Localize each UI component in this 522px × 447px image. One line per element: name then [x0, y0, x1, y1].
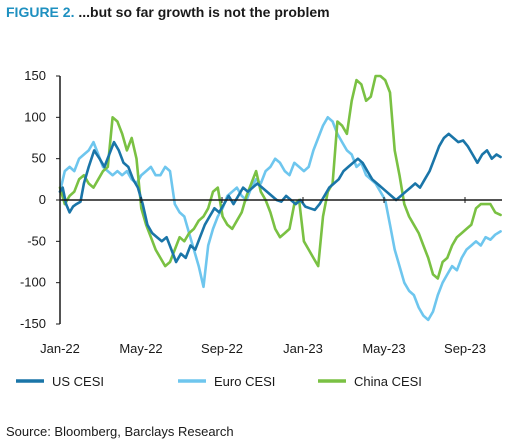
- y-tick-label: -50: [27, 233, 46, 248]
- series-layer: [58, 74, 502, 322]
- y-tick-label: -100: [20, 275, 46, 290]
- y-tick-label: 50: [32, 151, 46, 166]
- figure-label: FIGURE 2.: [6, 4, 75, 20]
- x-axis-ticks: Jan-22 May-22 Sep-22 Jan-23 May-23 Sep-23: [40, 197, 486, 356]
- source-note: Source: Bloomberg, Barclays Research: [6, 424, 234, 439]
- x-tick-label: Jan-22: [40, 341, 80, 356]
- y-axis-ticks: 150 100 50 0 -50 -100 -150: [20, 68, 60, 331]
- series-line-us-cesi: [58, 132, 502, 264]
- x-tick-label: May-23: [362, 341, 405, 356]
- y-tick-label: 100: [24, 109, 46, 124]
- x-tick-label: Jan-23: [283, 341, 323, 356]
- y-tick-label: 150: [24, 68, 46, 83]
- figure-heading: ...but so far growth is not the problem: [74, 4, 330, 20]
- figure-title: FIGURE 2. ...but so far growth is not th…: [6, 4, 330, 20]
- x-tick-label: Sep-22: [201, 341, 243, 356]
- series-line-china-cesi: [58, 74, 502, 280]
- x-tick-label: Sep-23: [444, 341, 486, 356]
- y-tick-label: 0: [39, 192, 46, 207]
- legend-label: Euro CESI: [214, 374, 275, 389]
- x-tick-label: May-22: [119, 341, 162, 356]
- legend: US CESI Euro CESI China CESI: [16, 374, 422, 389]
- y-tick-label: -150: [20, 316, 46, 331]
- legend-label: China CESI: [354, 374, 422, 389]
- legend-label: US CESI: [52, 374, 104, 389]
